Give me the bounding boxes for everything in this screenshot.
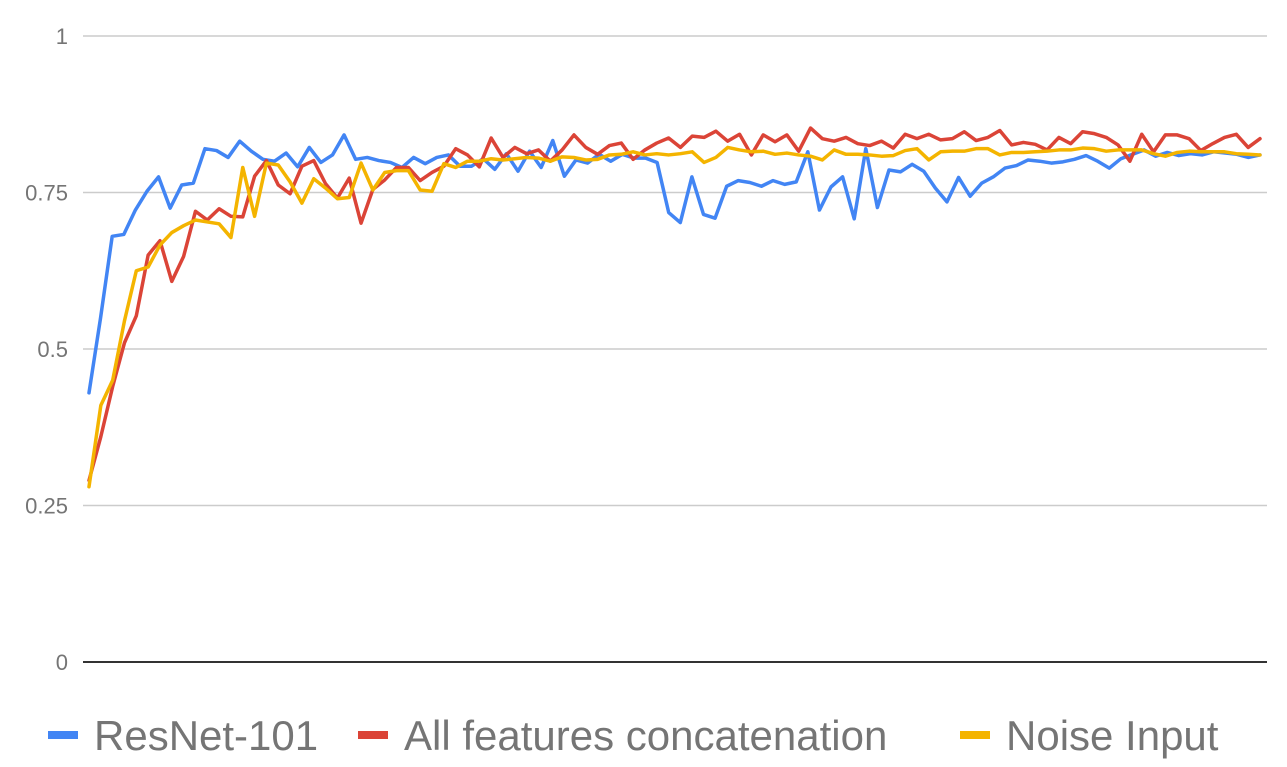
- legend-swatch: [960, 731, 990, 739]
- y-tick-label: 1: [56, 24, 68, 49]
- y-axis-tick-labels: 0 0.25 0.5 0.75 1: [25, 24, 68, 675]
- y-tick-label: 0.5: [37, 337, 68, 362]
- series-lines: [87, 126, 1262, 489]
- legend-label: All features concatenation: [404, 712, 887, 759]
- legend-swatch: [358, 731, 388, 739]
- series-line-1: [87, 133, 1262, 395]
- series-line-2: [87, 126, 1262, 483]
- y-tick-label: 0.75: [25, 181, 68, 206]
- legend-label: Noise Input: [1006, 712, 1219, 759]
- legend: ResNet-101 All features concatenation Nois…: [48, 712, 1219, 759]
- gridlines: [83, 35, 1267, 507]
- legend-swatch: [48, 731, 78, 739]
- y-tick-label: 0: [56, 650, 68, 675]
- legend-label: ResNet-101: [94, 712, 318, 759]
- y-tick-label: 0.25: [25, 494, 68, 519]
- series-line-3: [87, 145, 1262, 489]
